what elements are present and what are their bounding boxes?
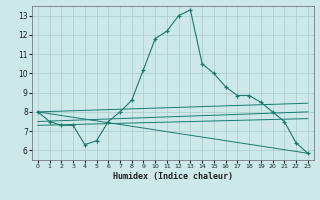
X-axis label: Humidex (Indice chaleur): Humidex (Indice chaleur) xyxy=(113,172,233,181)
